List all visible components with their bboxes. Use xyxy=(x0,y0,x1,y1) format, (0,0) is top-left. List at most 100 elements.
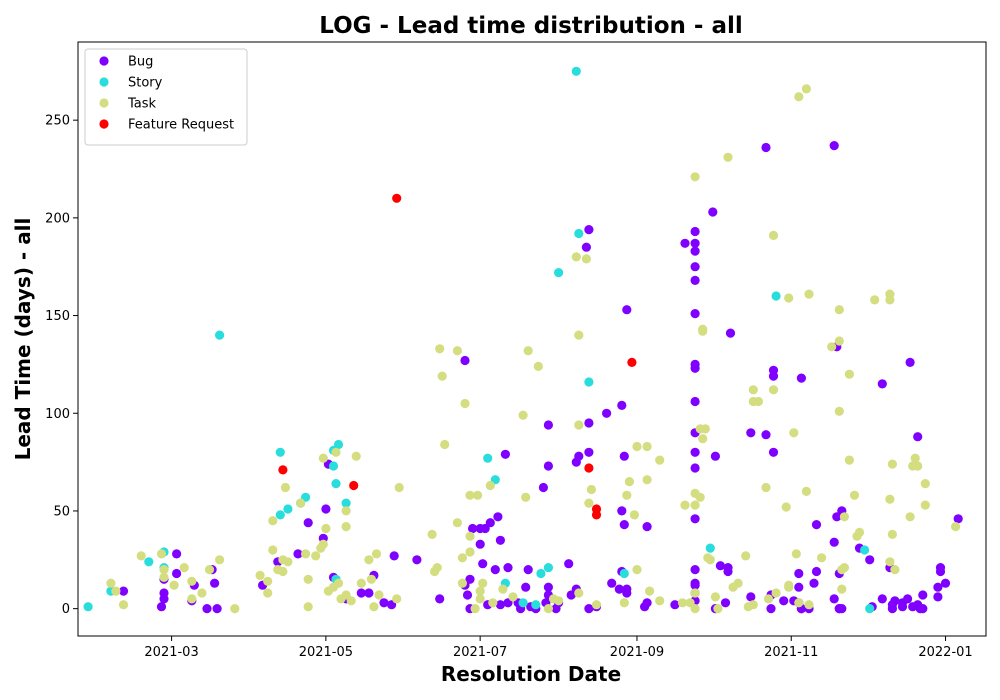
task-point xyxy=(802,84,811,93)
bug-point xyxy=(501,450,510,459)
bug-point xyxy=(544,420,553,429)
task-point xyxy=(764,594,773,603)
x-axis-label: Resolution Date xyxy=(441,662,621,686)
task-point xyxy=(119,600,128,609)
x-tick-label: 2021-05 xyxy=(299,645,353,660)
bug-point xyxy=(620,452,629,461)
bug-point xyxy=(524,565,533,574)
task-point xyxy=(888,530,897,539)
task-point xyxy=(802,487,811,496)
feature-request-point xyxy=(349,481,358,490)
task-point xyxy=(680,501,689,510)
task-point xyxy=(304,602,313,611)
bug-point xyxy=(830,141,839,150)
task-point xyxy=(921,501,930,510)
task-point xyxy=(170,581,179,590)
task-point xyxy=(691,604,700,613)
bug-point xyxy=(564,559,573,568)
task-point xyxy=(458,579,467,588)
bug-point xyxy=(797,374,806,383)
task-point xyxy=(769,231,778,240)
task-point xyxy=(890,565,899,574)
story-point xyxy=(572,67,581,76)
task-point xyxy=(620,598,629,607)
task-point xyxy=(471,604,480,613)
bug-point xyxy=(830,538,839,547)
bug-point xyxy=(617,401,626,410)
task-point xyxy=(951,522,960,531)
task-point xyxy=(734,579,743,588)
data-points xyxy=(84,67,963,614)
bug-point xyxy=(691,262,700,271)
task-point xyxy=(784,581,793,590)
task-point xyxy=(342,522,351,531)
x-tick-label: 2021-11 xyxy=(764,645,818,660)
story-point xyxy=(531,600,540,609)
legend-label: Story xyxy=(128,76,163,91)
task-point xyxy=(352,452,361,461)
task-point xyxy=(574,331,583,340)
task-point xyxy=(187,577,196,586)
task-point xyxy=(584,499,593,508)
legend-marker xyxy=(99,119,108,128)
bug-point xyxy=(412,555,421,564)
bug-point xyxy=(157,602,166,611)
task-point xyxy=(465,547,474,556)
bug-point xyxy=(830,594,839,603)
task-point xyxy=(435,344,444,353)
task-point xyxy=(486,481,495,490)
bug-point xyxy=(936,567,945,576)
bug-point xyxy=(941,579,950,588)
legend-marker xyxy=(99,98,108,107)
story-point xyxy=(536,569,545,578)
story-point xyxy=(331,479,340,488)
bug-point xyxy=(521,583,530,592)
task-point xyxy=(845,370,854,379)
task-point xyxy=(749,600,758,609)
bug-point xyxy=(761,430,770,439)
bug-point xyxy=(954,514,963,523)
task-point xyxy=(840,563,849,572)
task-point xyxy=(106,579,115,588)
story-point xyxy=(544,563,553,572)
bug-point xyxy=(643,522,652,531)
bug-point xyxy=(746,592,755,601)
task-point xyxy=(458,553,467,562)
task-point xyxy=(696,493,705,502)
task-point xyxy=(519,411,528,420)
task-point xyxy=(342,506,351,515)
task-point xyxy=(278,567,287,576)
task-point xyxy=(230,604,239,613)
task-point xyxy=(478,579,487,588)
task-point xyxy=(574,420,583,429)
task-point xyxy=(263,588,272,597)
bug-point xyxy=(769,448,778,457)
task-point xyxy=(701,424,710,433)
task-point xyxy=(840,512,849,521)
task-point xyxy=(187,594,196,603)
task-point xyxy=(534,362,543,371)
task-point xyxy=(440,440,449,449)
task-point xyxy=(698,325,707,334)
story-point xyxy=(84,602,93,611)
bug-point xyxy=(794,569,803,578)
task-point xyxy=(622,491,631,500)
bug-point xyxy=(435,594,444,603)
legend-label: Feature Request xyxy=(128,118,234,133)
task-point xyxy=(296,499,305,508)
y-axis: 0 50 100 150 200 250 xyxy=(45,114,78,617)
task-point xyxy=(453,346,462,355)
task-point xyxy=(769,385,778,394)
bug-point xyxy=(691,309,700,318)
bug-point xyxy=(766,604,775,613)
story-point xyxy=(334,440,343,449)
bug-point xyxy=(691,247,700,256)
bug-point xyxy=(617,506,626,515)
bug-point xyxy=(476,540,485,549)
task-point xyxy=(754,397,763,406)
task-point xyxy=(817,553,826,562)
bug-point xyxy=(602,409,611,418)
task-point xyxy=(111,587,120,596)
bug-point xyxy=(213,604,222,613)
bug-point xyxy=(906,358,915,367)
